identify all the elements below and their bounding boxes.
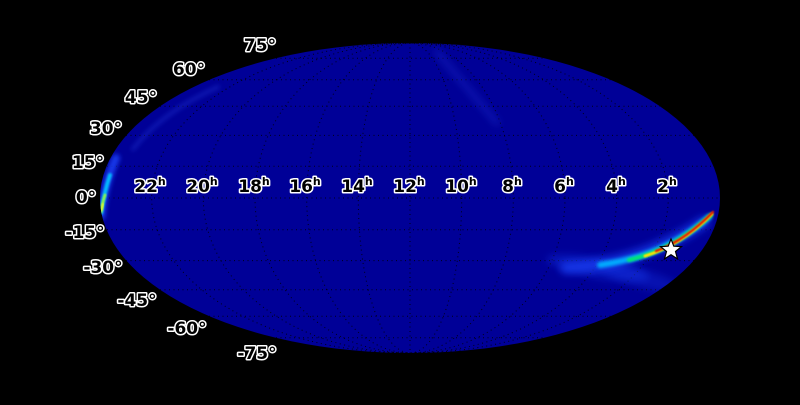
dec-label: 45° [125, 88, 157, 108]
ra-label-unit: h [566, 175, 574, 188]
ra-label: 12h [393, 175, 425, 197]
dec-label: 75° [244, 36, 276, 56]
ra-label: 6h [554, 175, 574, 197]
ra-label-unit: h [158, 175, 166, 188]
dec-label: 30° [90, 119, 122, 139]
ra-label: 20h [186, 175, 218, 197]
ra-label: 22h [134, 175, 166, 197]
ra-label: 8h [502, 175, 522, 197]
graticule-meridian [254, 42, 566, 354]
band-faint-north-streak [434, 49, 500, 126]
dec-label: -60° [167, 319, 206, 339]
graticule-meridian [202, 42, 618, 354]
ra-label-number: 4 [606, 177, 618, 197]
dec-label: -15° [65, 223, 104, 243]
ra-labels: 22h 20h 18h 16h 14h 12h 10h 8h 6h 4h 2h [133, 174, 679, 199]
ra-label-number: 12 [393, 177, 417, 197]
ra-label-number: 22 [134, 177, 158, 197]
edge-streak-peak [100, 202, 105, 212]
ra-label-number: 6 [554, 177, 566, 197]
ra-label-unit: h [210, 175, 218, 188]
ra-label-unit: h [262, 175, 270, 188]
ra-label-unit: h [365, 175, 373, 188]
dec-label: 0° [76, 188, 96, 208]
dec-label: -75° [237, 344, 276, 364]
dec-label: 15° [72, 153, 104, 173]
ra-label: 4h [606, 175, 626, 197]
star-marker-icon [658, 237, 684, 261]
ra-label-number: 8 [502, 177, 514, 197]
dec-label: -30° [83, 258, 122, 278]
ra-label: 2h [657, 175, 677, 197]
ra-label-unit: h [417, 175, 425, 188]
ra-label-unit: h [669, 175, 677, 188]
sky-ellipse [100, 43, 720, 353]
band-faint-northwest-rim [131, 85, 220, 151]
ra-label-number: 16 [289, 177, 313, 197]
dec-labels: 75° 60° 45° 30° 15° 0° -15° -30° -45° -6… [64, 35, 278, 366]
dec-label: 60° [173, 60, 205, 80]
probability-band-layers [100, 49, 715, 293]
band-diffuse-glow [600, 263, 682, 293]
ra-label: 18h [238, 175, 270, 197]
ra-label-number: 14 [341, 177, 365, 197]
dec-label: -45° [117, 291, 156, 311]
ra-label: 16h [289, 175, 321, 197]
graticule-meridian [151, 42, 669, 354]
graticule-meridian [306, 42, 514, 354]
ra-label-number: 2 [657, 177, 669, 197]
ra-label-unit: h [618, 175, 626, 188]
ra-label-number: 20 [186, 177, 210, 197]
ra-label-unit: h [514, 175, 522, 188]
ra-label: 14h [341, 175, 373, 197]
ra-label-unit: h [469, 175, 477, 188]
ra-label: 10h [445, 175, 477, 197]
ra-label-number: 18 [238, 177, 262, 197]
ra-label-unit: h [313, 175, 321, 188]
ra-label-number: 10 [445, 177, 469, 197]
